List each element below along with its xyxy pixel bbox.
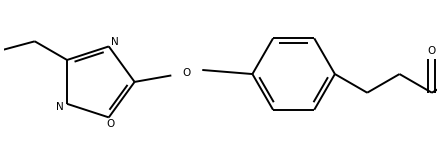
Text: O: O [107,119,115,129]
Text: O: O [428,46,436,56]
Text: N: N [56,102,64,112]
Text: O: O [183,68,191,78]
Text: N: N [111,37,119,47]
